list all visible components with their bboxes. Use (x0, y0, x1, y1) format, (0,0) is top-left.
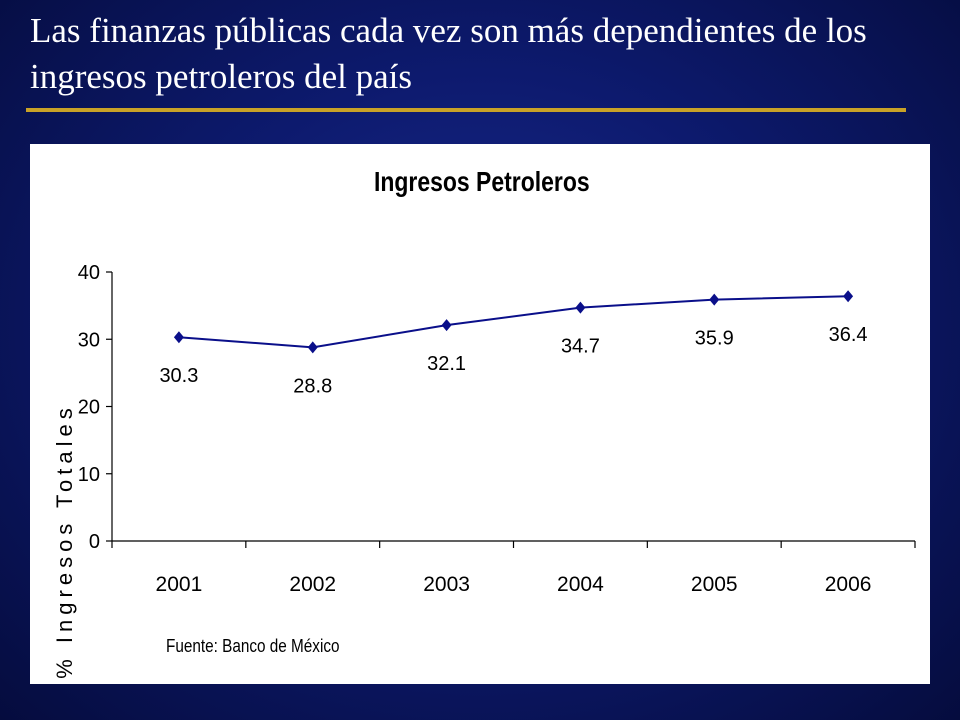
source-note: Fuente: Banco de México (166, 636, 340, 656)
slide-title: Las finanzas públicas cada vez son más d… (30, 11, 867, 96)
data-label: 30.3 (159, 365, 198, 387)
series-line (178, 295, 849, 349)
y-tick-label: 10 (78, 464, 100, 486)
chart-title: Ingresos Petroleros (373, 166, 590, 197)
y-tick-label: 20 (78, 397, 100, 419)
line-chart: 0 10 20 30 40 2001 2002 2003 2004 2005 2006 30.3 28.… (78, 262, 916, 596)
data-point-marker (709, 293, 720, 306)
y-tick-label: 40 (78, 262, 100, 284)
x-tick-label: 2003 (423, 573, 470, 596)
data-label: 28.8 (293, 375, 332, 397)
data-label: 34.7 (561, 336, 600, 358)
data-point-marker (307, 341, 318, 354)
title-divider (26, 108, 906, 112)
data-label: 35.9 (695, 328, 734, 350)
data-point-marker (843, 290, 854, 303)
data-point-marker (441, 319, 452, 332)
y-tick-label: 0 (89, 531, 100, 553)
x-tick-label: 2001 (156, 573, 203, 596)
data-point-marker (173, 331, 184, 344)
y-tick-label: 30 (78, 329, 100, 351)
data-label: 32.1 (427, 353, 466, 375)
data-label: 36.4 (829, 324, 868, 346)
chart-panel: Ingresos Petroleros % Ingresos Totales 0… (30, 144, 930, 684)
x-tick-label: 2002 (289, 573, 336, 596)
data-point-marker (575, 301, 586, 314)
x-tick-label: 2006 (825, 573, 872, 596)
x-tick-label: 2004 (557, 573, 604, 596)
x-tick-label: 2005 (691, 573, 738, 596)
